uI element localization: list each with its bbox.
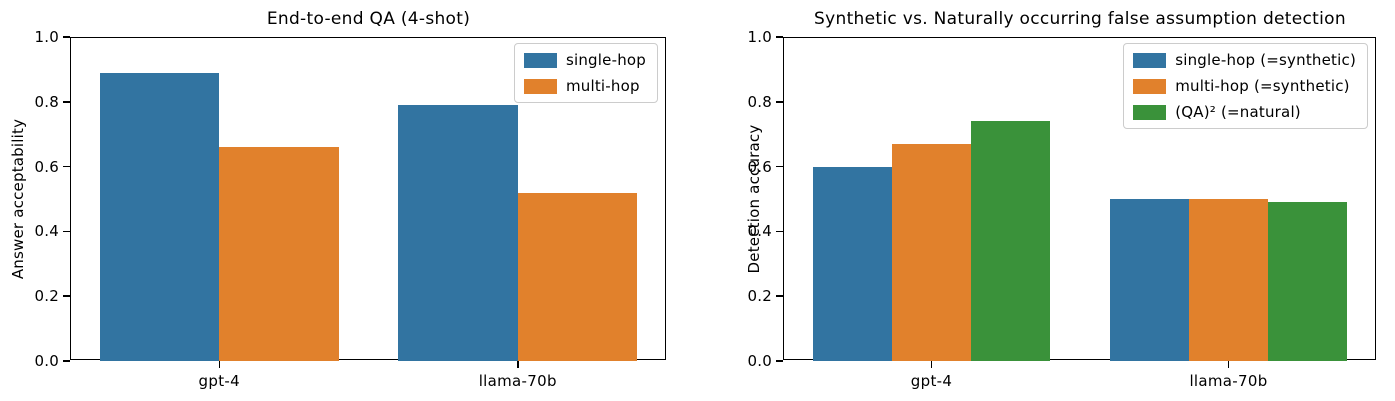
y-tick-mark (63, 360, 70, 362)
x-tick-label: gpt-4 (910, 372, 953, 390)
y-tick-label: 0.6 (747, 157, 772, 176)
legend: single-hop (=synthetic) multi-hop (=synth… (1123, 43, 1368, 129)
y-tick-label: 0.4 (34, 222, 59, 241)
legend-label: single-hop (565, 51, 646, 69)
legend-row: single-hop (523, 51, 646, 69)
legend-swatch-icon (1133, 78, 1167, 94)
bar-group-gpt-4 (99, 37, 339, 361)
y-tick-label: 0.2 (34, 287, 59, 306)
bar-multi-hop-llama-70b (517, 192, 638, 361)
y-tick-mark (63, 230, 70, 233)
legend-swatch-icon (1133, 52, 1167, 68)
y-tick-mark (776, 165, 783, 168)
x-tick-label: llama-70b (1189, 372, 1268, 390)
bar-group-llama-70b (1109, 37, 1348, 361)
bar-group-gpt-4 (812, 37, 1051, 361)
x-tick-label: llama-70b (478, 372, 557, 390)
bar-(QA)²-llama-70b (1268, 202, 1348, 361)
y-tick-label: 0.8 (34, 92, 59, 111)
bar-single-hop-llama-70b (1109, 199, 1189, 361)
legend: single-hop multi-hop (513, 43, 658, 103)
x-tick-mark (218, 361, 220, 368)
y-tick-label: 0.2 (747, 287, 772, 306)
bar-single-hop-llama-70b (398, 105, 518, 361)
x-tick-mark (1227, 361, 1230, 368)
y-tick-mark (63, 165, 70, 168)
y-axis-label: Answer acceptability (9, 118, 27, 280)
y-tick-label: 0.0 (34, 352, 59, 370)
y-tick-label: 1.0 (747, 28, 772, 46)
y-tick-mark (63, 36, 70, 38)
legend-row: multi-hop (523, 77, 646, 95)
y-tick-mark (63, 295, 70, 297)
false-assumption-detection-chart: Synthetic vs. Naturally occurring false … (700, 0, 1395, 401)
x-tick-mark (517, 361, 519, 368)
legend-swatch-icon (523, 52, 557, 68)
legend-label: multi-hop (565, 77, 640, 95)
chart-title: End-to-end QA (4-shot) (266, 9, 471, 29)
bar-single-hop-gpt-4 (99, 72, 220, 361)
y-tick-label: 0.0 (747, 352, 772, 370)
bar-group-llama-70b (398, 37, 638, 361)
end-to-end-qa-chart: End-to-end QA (4-shot) Answer acceptabil… (9, 9, 666, 390)
y-tick-mark (776, 36, 783, 38)
bar-(QA)²-gpt-4 (971, 121, 1051, 361)
y-tick-label: 0.8 (747, 92, 772, 111)
y-tick-mark (776, 295, 783, 297)
legend-row: (QA)² (=natural) (1133, 103, 1356, 121)
legend-label: single-hop (=synthetic) (1175, 51, 1356, 69)
legend-swatch-icon (1133, 104, 1167, 120)
y-tick-mark (776, 230, 783, 233)
y-tick-label: 1.0 (34, 28, 59, 46)
x-tick-label: gpt-4 (198, 372, 240, 390)
legend-swatch-icon (523, 78, 557, 94)
y-axis-label: Detection accuracy (745, 124, 763, 274)
legend-row: multi-hop (=synthetic) (1133, 77, 1356, 95)
y-tick-label: 0.4 (747, 222, 772, 241)
legend-row: single-hop (=synthetic) (1133, 51, 1356, 69)
legend-label: (QA)² (=natural) (1175, 103, 1301, 121)
bar-multi-hop-gpt-4 (891, 143, 972, 361)
y-tick-mark (776, 101, 783, 103)
legend-label: multi-hop (=synthetic) (1175, 77, 1350, 95)
bar-multi-hop-gpt-4 (219, 147, 339, 361)
y-tick-label: 0.6 (34, 157, 59, 176)
bar-single-hop-gpt-4 (812, 166, 892, 361)
chart-title: Synthetic vs. Naturally occurring false … (814, 9, 1346, 29)
x-tick-mark (930, 361, 933, 368)
y-tick-mark (776, 360, 783, 362)
y-tick-mark (63, 101, 70, 103)
bar-multi-hop-llama-70b (1188, 199, 1269, 361)
